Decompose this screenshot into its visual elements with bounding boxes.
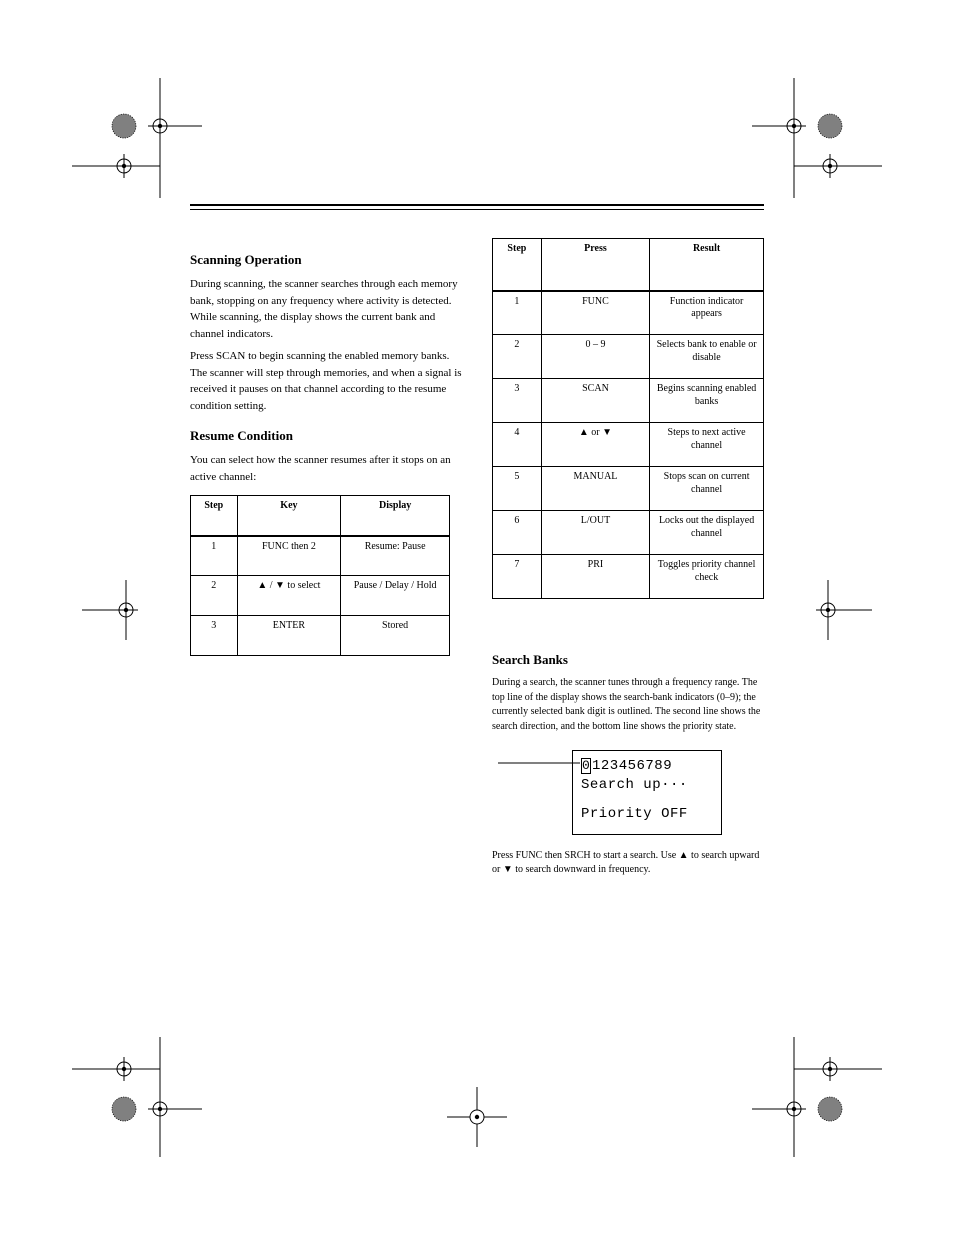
t1-r6c3: Locks out the displayed channel (650, 511, 764, 555)
t1-r5c3: Stops scan on current channel (650, 467, 764, 511)
table-row: 5 MANUAL Stops scan on current channel (493, 467, 764, 511)
t1-h2: Press (541, 239, 649, 291)
table-row: 4 ▲ or ▼ Steps to next active channel (493, 423, 764, 467)
lcd-figure: 0123456789 Search up··· Priority OFF (572, 750, 722, 835)
table-row: 7 PRI Toggles priority channel check (493, 555, 764, 599)
t1-r3c2: SCAN (541, 379, 649, 423)
registration-mark-left-mid (82, 580, 162, 640)
t2-r2c2: ▲ / ▼ to select (237, 576, 341, 616)
t1-r1c2: FUNC (541, 291, 649, 335)
t1-r2c1: 2 (493, 335, 542, 379)
table-row: 3 SCAN Begins scanning enabled banks (493, 379, 764, 423)
lcd-line-2: Search up··· (581, 776, 713, 795)
t2-h3: Display (341, 496, 450, 536)
t1-r1c1: 1 (493, 291, 542, 335)
t1-r7c3: Toggles priority channel check (650, 555, 764, 599)
content-columns: Scanning Operation During scanning, the … (190, 238, 764, 882)
heading-resume: Resume Condition (190, 428, 462, 444)
lcd-active-bank-digit: 0 (581, 758, 591, 774)
resume-table: Step Key Display 1 FUNC then 2 Resume: P… (190, 495, 450, 656)
lcd-callout-line (498, 756, 580, 768)
table-row: 1 FUNC Function indicator appears (493, 291, 764, 335)
para-search-2: Press FUNC then SRCH to start a search. … (492, 849, 764, 878)
left-column: Scanning Operation During scanning, the … (190, 238, 462, 882)
t1-r4c3: Steps to next active channel (650, 423, 764, 467)
t1-r2c3: Selects bank to enable or disable (650, 335, 764, 379)
t1-h3: Result (650, 239, 764, 291)
t2-r3c2: ENTER (237, 616, 341, 656)
page: Scanning Operation During scanning, the … (0, 0, 954, 1235)
heading-scanning: Scanning Operation (190, 252, 462, 268)
registration-mark-top-left (72, 78, 222, 198)
para-search-1: During a search, the scanner tunes throu… (492, 676, 764, 734)
registration-mark-bottom-right (732, 1037, 882, 1157)
lcd-bank-digits: 123456789 (592, 758, 672, 774)
t1-r3c3: Begins scanning enabled banks (650, 379, 764, 423)
t1-r2c2: 0 – 9 (541, 335, 649, 379)
t2-r2c3: Pause / Delay / Hold (341, 576, 450, 616)
t2-r1c2: FUNC then 2 (237, 536, 341, 576)
heading-search: Search Banks (492, 652, 764, 668)
t1-r4c2: ▲ or ▼ (541, 423, 649, 467)
t1-h1: Step (493, 239, 542, 291)
t2-h2: Key (237, 496, 341, 536)
t1-r3c1: 3 (493, 379, 542, 423)
para-scan-1: During scanning, the scanner searches th… (190, 276, 462, 342)
table-row: 6 L/OUT Locks out the displayed channel (493, 511, 764, 555)
t2-r1c3: Resume: Pause (341, 536, 450, 576)
table-row: 2 0 – 9 Selects bank to enable or disabl… (493, 335, 764, 379)
t1-r5c1: 5 (493, 467, 542, 511)
t2-r1c1: 1 (191, 536, 238, 576)
para-resume: You can select how the scanner resumes a… (190, 452, 462, 485)
t1-r7c1: 7 (493, 555, 542, 599)
registration-mark-bottom-left (72, 1037, 222, 1157)
steps-table: Step Press Result 1 FUNC Function indica… (492, 238, 764, 599)
registration-mark-top-right (732, 78, 882, 198)
t1-r5c2: MANUAL (541, 467, 649, 511)
t2-r3c1: 3 (191, 616, 238, 656)
t1-r1c3: Function indicator appears (650, 291, 764, 335)
section-rule (190, 204, 764, 210)
t1-r6c2: L/OUT (541, 511, 649, 555)
table-row: 1 FUNC then 2 Resume: Pause (191, 536, 450, 576)
registration-mark-right-mid (792, 580, 872, 640)
table-row: 2 ▲ / ▼ to select Pause / Delay / Hold (191, 576, 450, 616)
table-row: 3 ENTER Stored (191, 616, 450, 656)
para-scan-2: Press SCAN to begin scanning the enabled… (190, 348, 462, 414)
t1-r7c2: PRI (541, 555, 649, 599)
right-column: Step Press Result 1 FUNC Function indica… (492, 238, 764, 882)
t2-r3c3: Stored (341, 616, 450, 656)
t2-h1: Step (191, 496, 238, 536)
registration-mark-bottom-center (447, 1087, 507, 1147)
lcd-display: 0123456789 Search up··· Priority OFF (572, 750, 722, 835)
t1-r6c1: 6 (493, 511, 542, 555)
lcd-line-3: Priority OFF (581, 805, 713, 824)
t1-r4c1: 4 (493, 423, 542, 467)
lcd-line-1: 0123456789 (581, 757, 713, 776)
t2-r2c1: 2 (191, 576, 238, 616)
